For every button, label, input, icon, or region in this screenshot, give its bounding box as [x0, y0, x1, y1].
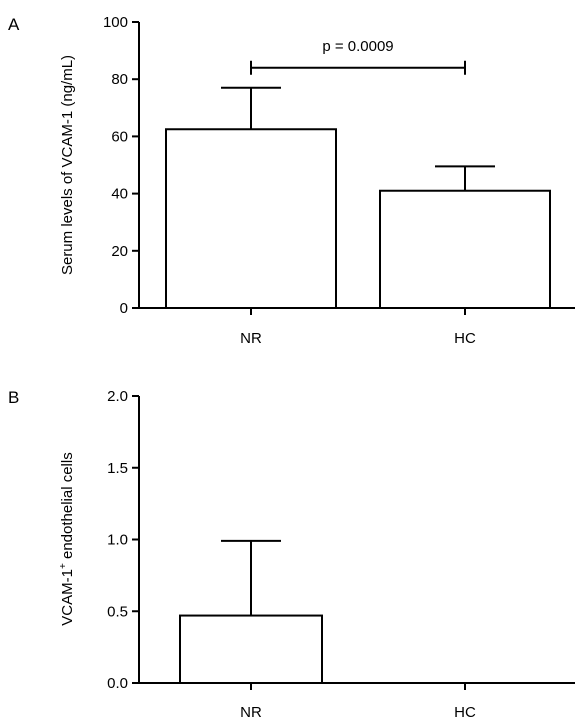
panel-b: B 0.0 0.5 1.0 1.5 2.0 NR HC VCAM-1+ endothelial …: [8, 388, 575, 719]
panel-a: A 0 20 40 60 80 100 NR HC Serum levels of VCAM-1 …: [8, 14, 575, 347]
y-tick-label: 60: [111, 128, 128, 145]
y-tick-label: 1.5: [107, 460, 128, 477]
y-axis-title-main: VCAM-1: [59, 569, 76, 626]
y-tick-label: 100: [103, 14, 128, 31]
y-tick-label: 40: [111, 186, 128, 203]
y-tick-label: 0: [120, 300, 128, 317]
y-tick-label: 20: [111, 243, 128, 260]
panel-letter: B: [8, 388, 19, 407]
x-tick-label: HC: [454, 704, 476, 719]
y-tick-label: 80: [111, 71, 128, 88]
p-value-label: p = 0.0009: [322, 38, 393, 55]
y-axis-title: VCAM-1+ endothelial cells: [58, 452, 76, 625]
y-axis-title-superscript: +: [58, 563, 69, 569]
bar: [179, 614, 323, 684]
y-axis-title-rest: endothelial cells: [59, 452, 76, 563]
x-tick-label: NR: [240, 330, 262, 347]
x-tick-label: HC: [454, 330, 476, 347]
y-tick-label: 1.0: [107, 532, 128, 549]
y-axis-title: Serum levels of VCAM-1 (ng/mL): [59, 55, 76, 275]
y-tick-label: 0.0: [107, 675, 128, 692]
x-tick-label: NR: [240, 704, 262, 719]
y-tick-label: 2.0: [107, 388, 128, 405]
y-tick-label: 0.5: [107, 603, 128, 620]
panel-letter: A: [8, 15, 20, 34]
bar: [379, 189, 551, 310]
bar: [165, 128, 337, 309]
